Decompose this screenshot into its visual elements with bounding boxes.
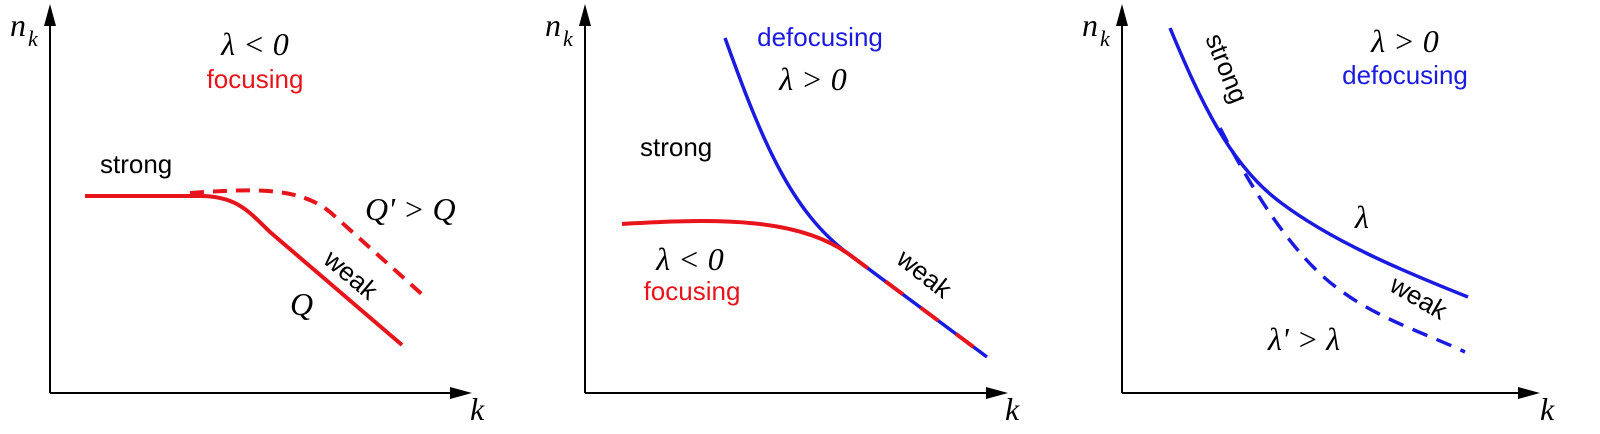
curve-q-prime (189, 188, 427, 299)
y-label: n (1082, 7, 1098, 43)
label-q-prime: Q' > Q (365, 191, 456, 227)
label-weak: weak (891, 242, 959, 304)
curve-lambda (1168, 27, 1469, 299)
arrow (1518, 387, 1540, 399)
y-label-sub: k (563, 26, 574, 51)
panel-both: n k k defocusing λ > 0 strong λ < 0 focu… (545, 4, 1020, 427)
x-label: k (1540, 391, 1555, 427)
defocusing-condition: λ > 0 (778, 61, 846, 97)
y-label-sub: k (1100, 26, 1111, 51)
curve-q (85, 194, 404, 347)
regime: defocusing (1342, 60, 1468, 90)
panel-focusing: n k k λ < 0 focusing strong Q' > Q weak … (10, 4, 485, 427)
condition: λ > 0 (1370, 23, 1438, 59)
label-q: Q (290, 286, 313, 322)
arrow (44, 4, 56, 26)
y-label: n (545, 7, 561, 43)
arrow (450, 387, 472, 399)
curve-weak-overlay (848, 253, 989, 359)
x-label: k (1005, 391, 1020, 427)
label-strong: strong (1199, 29, 1254, 107)
focusing-condition: λ < 0 (655, 241, 723, 277)
y-label: n (10, 7, 26, 43)
defocusing: defocusing (757, 22, 883, 52)
y-label-sub: k (28, 26, 39, 51)
curve-focusing (621, 219, 852, 257)
arrow (1116, 4, 1128, 26)
x-label: k (470, 391, 485, 427)
condition: λ < 0 (220, 26, 288, 62)
focusing: focusing (644, 276, 741, 306)
curve-defocusing (723, 37, 852, 257)
panel-defocusing: n k k λ > 0 defocusing strong λ weak λ' … (1082, 4, 1555, 427)
arrow (579, 4, 591, 26)
label-strong: strong (640, 132, 712, 162)
label-weak: weak (317, 243, 384, 306)
arrow (986, 387, 1008, 399)
label-strong: strong (100, 149, 172, 179)
curve-lambda-prime (1218, 127, 1466, 354)
regime: focusing (207, 64, 304, 94)
label-lambda-prime: λ' > λ (1267, 321, 1340, 357)
label-lambda: λ (1354, 199, 1369, 235)
